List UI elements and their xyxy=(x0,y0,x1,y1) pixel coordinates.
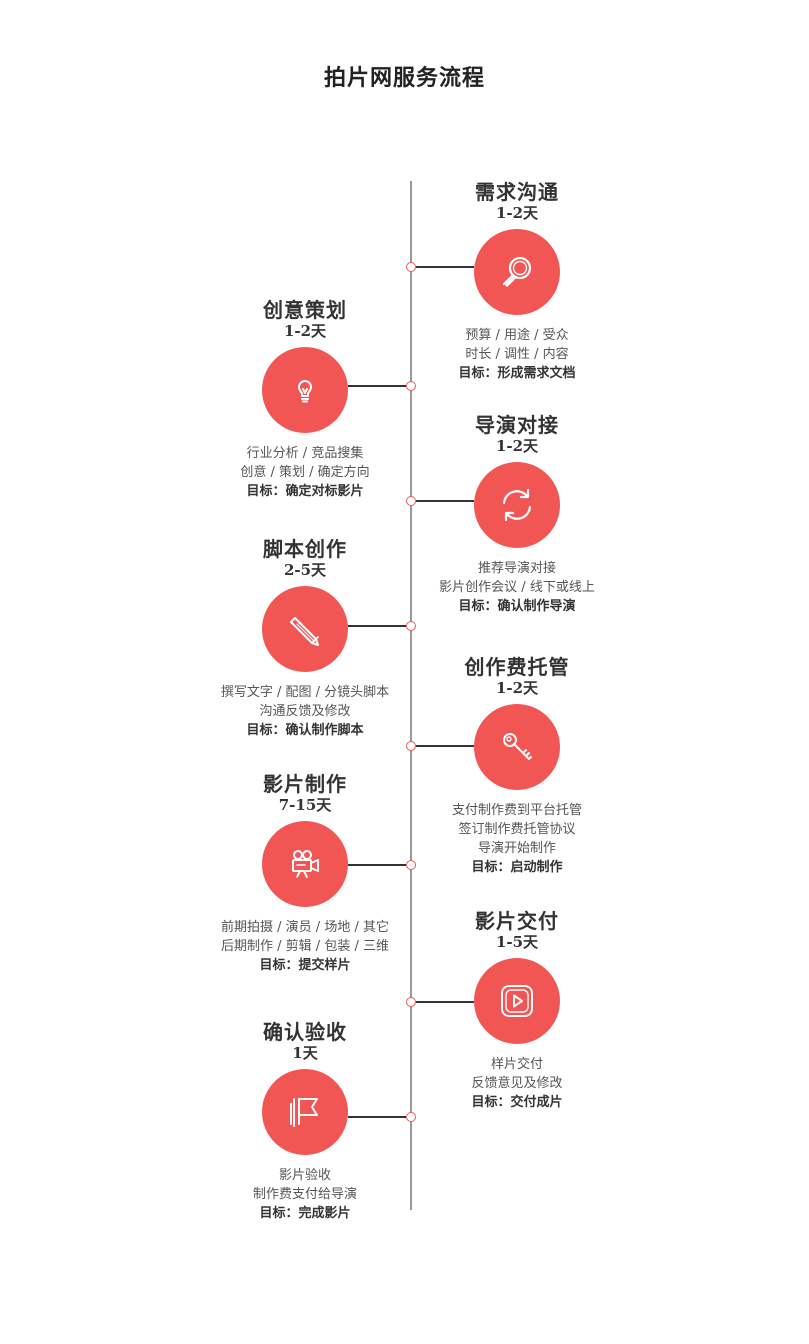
step-title: 影片制作 xyxy=(263,772,347,796)
step-8: 确认验收 1天影片验收制作费支付给导演 目标：完成影片 xyxy=(190,1020,420,1223)
connector-line xyxy=(348,1116,406,1118)
description-line: 支付制作费到平台托管 xyxy=(451,803,582,818)
timeline-dot xyxy=(406,262,416,272)
timeline-dot xyxy=(406,381,416,391)
description-line: 影片验收 xyxy=(278,1168,331,1183)
step-title: 导演对接 xyxy=(475,413,559,437)
connector-line xyxy=(348,385,406,387)
step-description: 支付制作费到平台托管 签订制作费托管协议 导演开始制作 xyxy=(402,801,632,858)
step-duration: 1-2天 xyxy=(495,204,539,222)
connector-line xyxy=(348,864,406,866)
connector-line xyxy=(416,500,474,502)
step-title: 确认验收 xyxy=(263,1020,347,1044)
step-duration: 7-15天 xyxy=(278,796,332,814)
step-4: 脚本创作 2-5天 撰写文字 / 配图 / 分镜头脚本 沟通反馈及修改 目标：确认制作脚… xyxy=(190,537,420,740)
step-goal: 目标：形成需求文档 xyxy=(458,366,576,381)
connector-line xyxy=(416,1001,474,1003)
step-duration: 1-5天 xyxy=(495,933,539,951)
step-1: 需求沟通 1-2天 预算 / 用途 / 受众 时长 / 调性 / 内容 目标：形成需求文… xyxy=(402,180,632,383)
step-5: 创作费托管 1-2天 支付制作费到平台托管 签订制作费托管协议 导演开始制作 目标：启动制… xyxy=(402,655,632,877)
step-description: 撰写文字 / 配图 / 分镜头脚本 沟通反馈及修改 xyxy=(190,683,420,721)
step-goal: 目标：确认制作脚本 xyxy=(246,723,364,738)
description-line: 行业分析 / 竞品搜集 xyxy=(246,446,364,461)
flag-icon xyxy=(262,1069,348,1155)
description-line: 时长 / 调性 / 内容 xyxy=(465,347,569,362)
step-description: 行业分析 / 竞品搜集 创意 / 策划 / 确定方向 xyxy=(190,444,420,482)
description-line: 签订制作费托管协议 xyxy=(458,822,576,837)
step-description: 预算 / 用途 / 受众 时长 / 调性 / 内容 xyxy=(402,326,632,364)
step-title: 创作费托管 xyxy=(464,655,570,679)
description-line: 沟通反馈及修改 xyxy=(259,704,351,719)
step-duration: 1天 xyxy=(292,1044,318,1062)
connector-line xyxy=(416,266,474,268)
step-title: 创意策划 xyxy=(263,298,347,322)
step-duration: 1-2天 xyxy=(495,679,539,697)
step-title: 需求沟通 xyxy=(475,180,559,204)
page-title: 拍片网服务流程 xyxy=(323,66,485,91)
step-goal: 目标：确认制作导演 xyxy=(458,599,576,614)
step-description: 推荐导演对接影片创作会议 / 线下或线上 xyxy=(402,559,632,597)
refresh-icon xyxy=(474,462,560,548)
step-7: 影片交付 1-5天样片交付反馈意见及修改 目标：交付成片 xyxy=(402,909,632,1112)
timeline-dot xyxy=(406,860,416,870)
description-line: 制作费支付给导演 xyxy=(252,1187,357,1202)
description-line: 反馈意见及修改 xyxy=(471,1076,563,1091)
timeline-dot xyxy=(406,997,416,1007)
step-2: 创意策划 1-2天 行业分析 / 竞品搜集 创意 / 策划 / 确定方向 目标：确定对标… xyxy=(190,298,420,501)
step-goal: 目标：启动制作 xyxy=(471,860,563,875)
step-goal: 目标：交付成片 xyxy=(471,1095,563,1110)
step-goal: 目标：提交样片 xyxy=(259,958,351,973)
connector-line xyxy=(348,625,406,627)
step-goal: 目标：完成影片 xyxy=(259,1206,351,1221)
description-line: 撰写文字 / 配图 / 分镜头脚本 xyxy=(220,685,390,700)
timeline-dot xyxy=(406,621,416,631)
description-line: 预算 / 用途 / 受众 xyxy=(465,328,569,343)
timeline-dot xyxy=(406,1112,416,1122)
search-icon xyxy=(474,229,560,315)
description-line: 影片创作会议 / 线下或线上 xyxy=(439,580,595,595)
pencil-icon xyxy=(262,586,348,672)
description-line: 前期拍摄 / 演员 / 场地 / 其它 xyxy=(221,920,389,935)
key-icon xyxy=(474,704,560,790)
step-3: 导演对接 1-2天推荐导演对接影片创作会议 / 线下或线上 目标：确认制作导演 xyxy=(402,413,632,616)
step-duration: 1-2天 xyxy=(495,437,539,455)
step-goal: 目标：确定对标影片 xyxy=(246,484,364,499)
step-duration: 1-2天 xyxy=(283,322,327,340)
step-title: 影片交付 xyxy=(475,909,559,933)
timeline-line xyxy=(410,181,412,1210)
play-icon xyxy=(474,958,560,1044)
step-description: 前期拍摄 / 演员 / 场地 / 其它 后期制作 / 剪辑 / 包装 / 三维 xyxy=(190,918,420,956)
step-duration: 2-5天 xyxy=(283,561,327,579)
step-title: 脚本创作 xyxy=(263,537,347,561)
step-description: 影片验收制作费支付给导演 xyxy=(190,1166,420,1204)
step-description: 样片交付反馈意见及修改 xyxy=(402,1055,632,1093)
timeline-dot xyxy=(406,741,416,751)
description-line: 推荐导演对接 xyxy=(477,561,556,576)
description-line: 样片交付 xyxy=(490,1057,543,1072)
connector-line xyxy=(416,745,474,747)
description-line: 导演开始制作 xyxy=(477,841,556,856)
description-line: 后期制作 / 剪辑 / 包装 / 三维 xyxy=(221,939,389,954)
timeline-dot xyxy=(406,496,416,506)
description-line: 创意 / 策划 / 确定方向 xyxy=(240,465,370,480)
lightbulb-icon xyxy=(262,347,348,433)
movie-camera-icon xyxy=(262,821,348,907)
step-6: 影片制作 7-15天前期拍摄 / 演员 / 场地 / 其它 后期制作 / 剪辑 / … xyxy=(190,772,420,975)
